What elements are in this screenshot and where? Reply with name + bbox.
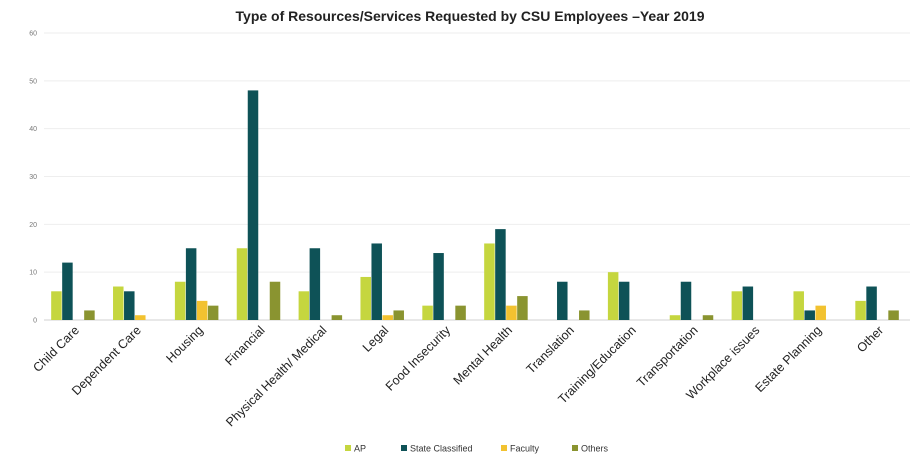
bar-state-classified-legal <box>371 243 382 320</box>
y-tick-label: 50 <box>29 78 37 85</box>
bar-ap-housing <box>174 281 186 320</box>
bar-state-classified-housing <box>185 248 197 320</box>
bar-state-classified-dependent-care <box>124 291 135 320</box>
bar-state-classified-financial <box>247 90 259 321</box>
bar-faculty-housing <box>196 300 208 320</box>
y-tick-label: 30 <box>29 174 37 181</box>
bar-others-legal <box>393 310 404 320</box>
bar-state-classified-estate-planning <box>804 310 815 320</box>
bar-others-housing <box>207 305 219 320</box>
bar-state-classified-translation <box>557 281 568 320</box>
bar-others-transportation <box>702 315 714 320</box>
bar-ap-estate-planning <box>793 291 804 320</box>
y-axis: 0 10 20 30 40 50 60 <box>29 31 37 325</box>
bar-others-physical-health-medical <box>331 315 343 320</box>
y-tick-label: 0 <box>33 318 37 325</box>
x-tick-label: Other <box>854 323 886 355</box>
bar-others-translation <box>579 310 590 320</box>
bar-faculty-mental-health <box>506 305 517 320</box>
y-tick-label: 40 <box>29 126 37 133</box>
bar-others-child-care <box>84 310 95 320</box>
legend-swatch <box>345 445 351 451</box>
bar-ap-workplace-issues <box>731 291 743 320</box>
bar-ap-financial <box>236 248 248 320</box>
x-tick-label: Estate Planning <box>753 323 825 395</box>
legend: AP State Classified Faculty Others <box>345 444 609 454</box>
x-tick-label: Financial <box>222 323 267 368</box>
legend-swatch <box>501 445 507 451</box>
bar-others-financial <box>269 281 281 320</box>
y-tick-label: 20 <box>29 222 37 229</box>
legend-label: State Classified <box>410 444 473 454</box>
legend-swatch <box>401 445 407 451</box>
bar-ap-training-education <box>607 272 619 320</box>
bar-faculty-estate-planning <box>815 305 826 320</box>
bars <box>51 90 899 321</box>
x-tick-label: Legal <box>360 323 392 355</box>
chart-title: Type of Resources/Services Requested by … <box>236 8 705 24</box>
x-tick-label: Mental Health <box>451 323 515 387</box>
legend-label: Faculty <box>510 444 540 454</box>
bar-ap-dependent-care <box>113 286 124 320</box>
x-tick-label: Translation <box>524 323 577 376</box>
x-tick-label: Food Insecurity <box>383 323 454 394</box>
bar-ap-legal <box>360 276 371 320</box>
bar-ap-mental-health <box>484 243 495 320</box>
bar-ap-transportation <box>669 315 681 320</box>
gridlines <box>44 32 910 321</box>
bar-state-classified-child-care <box>62 262 73 320</box>
x-tick-label: Housing <box>163 323 205 365</box>
bar-state-classified-physical-health-medical <box>309 248 321 320</box>
legend-label: Others <box>581 444 609 454</box>
bar-faculty-legal <box>382 315 393 320</box>
bar-ap-physical-health-medical <box>298 291 310 320</box>
bar-others-other <box>888 310 899 320</box>
bar-others-mental-health <box>517 296 528 320</box>
bar-ap-food-insecurity <box>422 305 433 320</box>
legend-label: AP <box>354 444 366 454</box>
bar-state-classified-other <box>866 286 877 320</box>
x-tick-label: Child Care <box>30 323 82 375</box>
bar-state-classified-food-insecurity <box>433 253 444 320</box>
bar-others-food-insecurity <box>455 305 466 320</box>
bar-state-classified-mental-health <box>495 229 506 320</box>
bar-ap-other <box>855 300 866 320</box>
bar-state-classified-training-education <box>618 281 630 320</box>
legend-swatch <box>572 445 578 451</box>
x-tick-label: Physical Health/ Medical <box>223 323 329 429</box>
bar-faculty-dependent-care <box>135 315 146 320</box>
bar-state-classified-workplace-issues <box>742 286 754 320</box>
y-tick-label: 60 <box>29 31 37 38</box>
bar-state-classified-transportation <box>680 281 692 320</box>
x-tick-label: Transportation <box>634 323 701 390</box>
y-tick-label: 10 <box>29 270 37 277</box>
bar-ap-child-care <box>51 291 62 320</box>
